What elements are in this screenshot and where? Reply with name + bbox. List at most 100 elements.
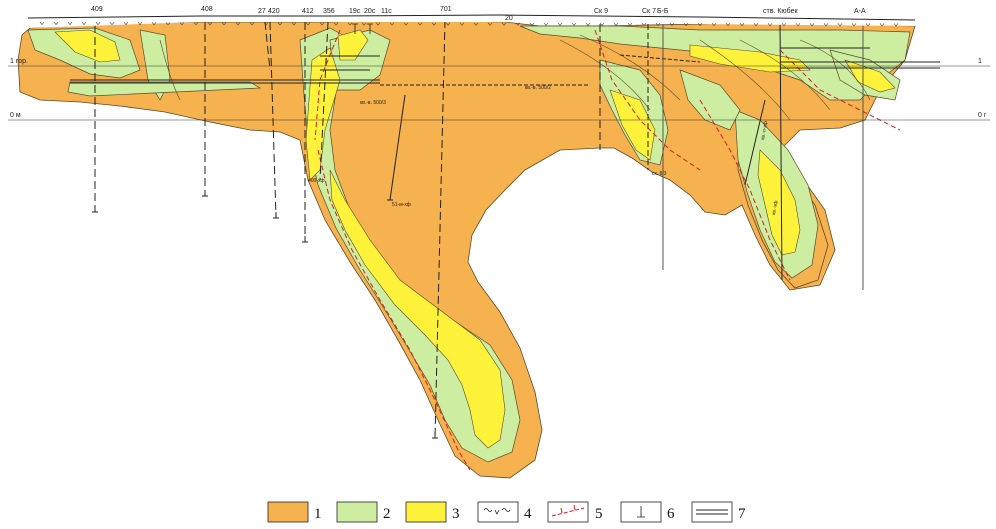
weathering-mark [599,22,605,26]
weathering-mark [179,22,185,26]
annotation-7: кв.-хф [771,200,779,215]
weathering-mark [543,22,549,26]
weathering-mark [95,21,101,26]
borehole-inclined-2 [744,99,766,186]
well-label-27: 27 [258,8,266,15]
weathering-marks [39,21,899,27]
legend-number-2: 2 [383,506,391,522]
weathering-mark [683,22,689,27]
fault-main [317,149,471,471]
weathering-mark [417,22,423,26]
weathering-mark [193,22,199,26]
level-hor1-right-label: 1 [978,58,982,65]
surface [27,14,916,28]
level-zero-left-label: 0 м [10,112,21,119]
fault-east-1 [594,29,701,171]
well-bottom-409 [92,206,98,213]
weathering-mark [291,22,297,26]
weathering-mark [697,22,703,27]
well-labels: 409 408 27 420 412 356 19с 20с 11с 701 2… [91,6,866,34]
weathering-mark [627,22,633,27]
weathering-mark [585,22,591,26]
legend-number-5: 5 [595,506,603,522]
well-label-412: 412 [302,8,314,15]
borehole-356 [319,21,329,181]
weathering-mark [389,22,395,26]
weathering-mark [473,22,479,26]
mine-workings [70,47,940,86]
weathering-mark [263,22,269,26]
weathering-mark [277,22,283,26]
borehole-27 [264,21,271,71]
legend-item-3: 3 [405,501,460,523]
fault-east-2 [699,99,791,281]
weathering-mark [837,23,843,27]
weathering-mark [529,22,535,26]
boreholes [92,19,864,439]
weathering-band [28,17,915,28]
legend-item-5: 5 [547,501,603,523]
weathering-mark [249,22,255,26]
borehole-inclined [389,94,406,201]
legend-swatch-3 [405,501,447,523]
weathering-mark [361,22,367,26]
well-label-bb: Б-Б [657,8,669,15]
weathering-symbol [483,508,511,515]
fold-line-2 [579,34,681,101]
weathering-mark [865,23,871,27]
zone1-main-body [17,19,916,479]
workings-symbol [696,509,728,515]
weathering-mark [151,22,157,26]
weathering-mark [809,23,815,27]
collar-marks [352,23,373,34]
well-symbol [637,506,645,518]
legend-number-1: 1 [314,506,322,522]
zone3-east-vein [609,89,656,161]
weathering-mark [67,21,73,26]
weathering-mark [221,22,227,26]
well-label-11c: 11с [381,8,392,15]
legend-swatch-5 [547,501,589,523]
borehole-kyubek [779,21,783,281]
annotations: кв.-в. 500/3 кв.-в. 500/2 400-хф 51-м-хф… [308,85,779,215]
zone3-central-vein [305,47,341,181]
weathering-mark [235,22,241,26]
legend-swatch-2 [336,501,378,523]
weathering-mark [795,23,801,27]
fault-ticks [560,504,576,514]
legend-item-4: 4 [477,501,532,523]
weathering-mark [767,23,773,27]
weathering-mark [655,22,661,27]
weathering-mark [515,22,521,26]
legend-item-7: 7 [691,501,746,523]
weathering-mark [711,22,717,27]
weathering-mark [851,23,857,27]
working-9 [619,54,701,63]
zone2-east-wide [519,25,911,101]
weathering-mark [739,23,745,27]
level-hor1-left-label: 1 гор. [10,58,28,65]
zone3-fold-limb [329,169,506,449]
well-label-20: 20 [505,15,513,22]
legend-swatch-7 [691,501,733,523]
weathering-mark [53,21,59,26]
annotation-6: кв.-п-хф [760,121,769,141]
legend-number-3: 3 [452,506,460,522]
annotation-4: 51-м-хф [392,202,411,208]
legend: 1 2 3 4 5 6 7 [267,501,746,523]
legend-item-2: 2 [336,501,391,523]
weathering-mark [347,22,353,26]
weathering-mark [305,22,311,26]
well-label-408: 408 [201,6,213,13]
fold-line-3 [699,39,791,121]
well-bottom-420 [273,212,279,219]
borehole-701 [434,19,446,439]
weathering-mark [781,23,787,27]
fault-central [314,29,341,141]
weathering-mark [487,22,493,26]
legend-number-4: 4 [524,506,532,522]
well-label-409: 409 [91,6,103,13]
zone3-left-lens [54,29,121,63]
